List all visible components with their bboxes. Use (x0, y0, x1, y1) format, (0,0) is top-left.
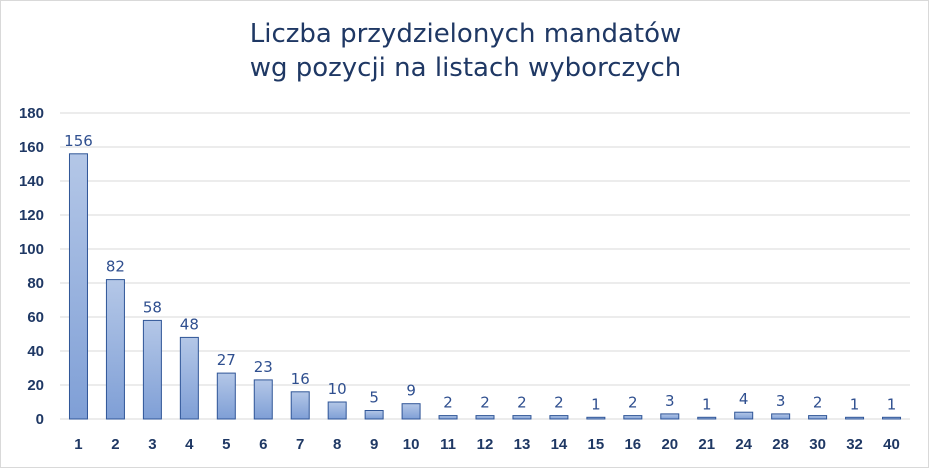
data-label: 3 (665, 392, 675, 410)
x-tick-label: 8 (333, 436, 341, 453)
bar-13 (512, 415, 532, 420)
x-tick-label: 11 (440, 436, 456, 453)
data-label: 2 (517, 394, 527, 412)
x-tick-label: 4 (185, 436, 194, 453)
y-tick-label: 60 (27, 309, 44, 326)
x-tick-label: 30 (809, 436, 826, 453)
bar-11 (438, 415, 458, 420)
gridlines (60, 112, 910, 420)
bar-40 (882, 416, 902, 420)
bar-6 (253, 379, 273, 420)
data-label: 10 (328, 380, 347, 398)
x-tick-label: 40 (883, 436, 900, 453)
bar-8 (327, 401, 347, 420)
x-tick-label: 16 (624, 436, 641, 453)
y-tick-label: 20 (27, 377, 44, 394)
bar-3 (142, 319, 162, 420)
x-tick-label: 24 (735, 436, 752, 453)
data-label: 1 (850, 395, 860, 413)
bar-1 (68, 153, 88, 420)
bar-4 (179, 336, 199, 420)
y-tick-label: 0 (36, 411, 44, 428)
x-tick-label: 15 (588, 436, 605, 453)
bar-32 (845, 416, 865, 420)
data-label: 27 (217, 351, 236, 369)
x-tick-label: 12 (477, 436, 494, 453)
bar-7 (290, 391, 310, 420)
x-tick-label: 21 (698, 436, 715, 453)
data-label: 58 (143, 298, 162, 316)
bar-2 (105, 279, 125, 420)
x-tick-label: 20 (661, 436, 678, 453)
data-label: 5 (369, 389, 379, 407)
data-label: 4 (739, 390, 749, 408)
x-tick-label: 9 (370, 436, 378, 453)
data-label: 2 (554, 394, 564, 412)
bar-28 (771, 413, 791, 420)
bar-21 (697, 416, 717, 420)
y-tick-label: 180 (19, 105, 44, 122)
x-tick-label: 13 (514, 436, 531, 453)
y-tick-label: 120 (19, 207, 44, 224)
data-label: 16 (291, 370, 310, 388)
data-label: 48 (180, 315, 199, 333)
y-tick-label: 100 (19, 241, 44, 258)
data-label: 156 (64, 132, 93, 150)
x-tick-label: 14 (551, 436, 568, 453)
data-label: 1 (887, 395, 897, 413)
y-tick-label: 160 (19, 139, 44, 156)
chart-title-line-2: wg pozycji na listach wyborczych (249, 53, 682, 83)
bars (68, 153, 902, 420)
x-tick-label: 2 (111, 436, 119, 453)
bar-24 (734, 411, 754, 420)
y-tick-label: 40 (27, 343, 44, 360)
chart-title: Liczba przydzielonych mandatów wg pozycj… (1, 17, 929, 85)
bar-14 (549, 415, 569, 420)
bar-16 (623, 415, 643, 420)
x-tick-label: 7 (296, 436, 304, 453)
data-label: 9 (406, 382, 416, 400)
data-label: 2 (480, 394, 490, 412)
data-label: 23 (254, 358, 273, 376)
y-tick-label: 80 (27, 275, 44, 292)
data-label: 82 (106, 258, 125, 276)
bar-9 (364, 410, 384, 420)
x-tick-label: 5 (222, 436, 230, 453)
x-tick-label: 32 (846, 436, 863, 453)
x-tick-label: 1 (74, 436, 82, 453)
data-label: 3 (776, 392, 786, 410)
bar-15 (586, 416, 606, 420)
x-tick-label: 10 (403, 436, 420, 453)
bar-10 (401, 403, 421, 420)
data-label: 1 (702, 395, 712, 413)
x-tick-label: 6 (259, 436, 267, 453)
y-tick-label: 140 (19, 173, 44, 190)
x-tick-label: 28 (772, 436, 789, 453)
bar-30 (808, 415, 828, 420)
data-label: 2 (443, 394, 453, 412)
data-label: 1 (591, 395, 601, 413)
x-tick-label: 3 (148, 436, 156, 453)
bar-12 (475, 415, 495, 420)
chart-title-line-1: Liczba przydzielonych mandatów (249, 19, 682, 49)
x-axis-ticks: 1 2 3 4 5 6 7 8 9 10 11 12 13 14 15 16 20 21 24 28 30 32 40 (74, 436, 900, 453)
bar-5 (216, 372, 236, 420)
bar-20 (660, 413, 680, 420)
y-axis-ticks: 0 20 40 60 80 100 120 140 160 180 (19, 105, 44, 428)
data-label: 2 (628, 394, 638, 412)
data-label: 2 (813, 394, 823, 412)
